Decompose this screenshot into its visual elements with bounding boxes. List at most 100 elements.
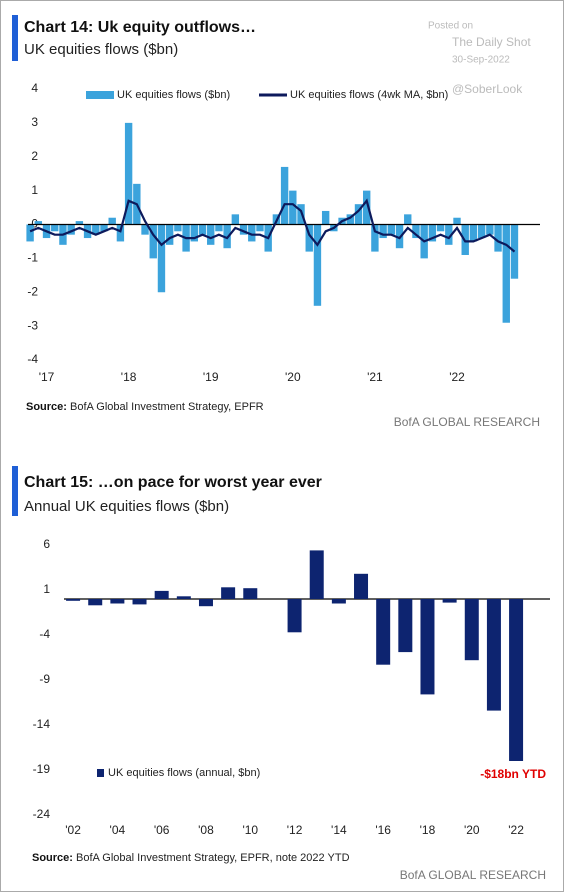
- bar: [248, 224, 256, 242]
- bar: [289, 190, 297, 225]
- bar: [469, 224, 478, 242]
- bar: [100, 224, 108, 232]
- bar: [256, 224, 264, 232]
- y-tick-label: 3: [31, 115, 38, 129]
- bar: [398, 599, 413, 653]
- bar: [26, 224, 34, 242]
- source: BofA Global Investment Strategy, EPFR: [70, 401, 264, 413]
- x-tick-label: '22: [508, 823, 524, 837]
- bar: [280, 166, 289, 225]
- x-tick-label: '17: [39, 370, 55, 384]
- source-label: Source:: [32, 852, 73, 864]
- bar: [464, 599, 479, 661]
- bar: [387, 224, 396, 235]
- x-tick-label: '18: [420, 823, 436, 837]
- chart-subtitle: Annual UK equities flows ($bn): [24, 498, 229, 515]
- chart-title: Chart 14: Uk equity outflows…: [24, 19, 256, 36]
- chart-subtitle: UK equities flows ($bn): [24, 41, 178, 58]
- bar: [502, 224, 510, 323]
- bar: [331, 599, 346, 604]
- bar: [243, 588, 258, 599]
- bar: [124, 122, 133, 225]
- x-tick-label: '10: [242, 823, 258, 837]
- legend-label: UK equities flows (4wk MA, $bn): [290, 89, 448, 101]
- y-tick-label: -9: [39, 672, 50, 686]
- x-tick-label: '20: [285, 370, 301, 384]
- bar: [75, 221, 84, 225]
- bar: [509, 599, 524, 761]
- source-label: Source:: [26, 401, 67, 413]
- bar: [239, 224, 248, 235]
- bar: [442, 599, 457, 603]
- y-tick-label: 2: [31, 149, 38, 163]
- bar: [354, 573, 369, 599]
- ma-line: [29, 198, 516, 253]
- footer: BofA GLOBAL RESEARCH: [394, 415, 540, 429]
- bar: [198, 599, 213, 607]
- x-tick-label: '20: [464, 823, 480, 837]
- bar: [108, 217, 116, 225]
- bar: [51, 224, 59, 232]
- bar: [207, 224, 215, 245]
- x-tick-label: '02: [65, 823, 81, 837]
- legend-label: UK equities flows ($bn): [117, 89, 230, 101]
- legend-swatch: [97, 769, 104, 777]
- watermark: Posted on: [428, 21, 473, 32]
- x-tick-label: '16: [375, 823, 391, 837]
- y-tick-label: -19: [33, 762, 51, 776]
- y-tick-label: 6: [43, 537, 50, 551]
- bar: [371, 224, 379, 252]
- title-accent: [12, 466, 18, 516]
- bar: [420, 599, 435, 695]
- bar: [174, 224, 182, 232]
- bar: [221, 587, 236, 599]
- bar: [141, 224, 149, 235]
- y-tick-label: -2: [27, 284, 38, 298]
- x-tick-label: '21: [367, 370, 383, 384]
- y-tick-label: -14: [33, 717, 51, 731]
- legend-label: UK equities flows (annual, $bn): [108, 767, 260, 779]
- annotation: -$18bn YTD: [480, 767, 546, 781]
- bar: [354, 204, 363, 225]
- bar: [412, 224, 420, 239]
- bar: [215, 224, 223, 232]
- bar: [149, 224, 157, 259]
- bar: [88, 599, 103, 606]
- bar: [176, 596, 191, 599]
- bar: [376, 599, 391, 665]
- bar: [453, 217, 461, 225]
- bar: [494, 224, 502, 252]
- bar: [445, 224, 453, 245]
- bar: [404, 214, 412, 225]
- bar: [92, 224, 100, 235]
- x-tick-label: '04: [110, 823, 126, 837]
- watermark: @SoberLook: [452, 82, 523, 96]
- bar: [287, 599, 302, 633]
- bar: [436, 224, 445, 232]
- y-tick-label: -4: [39, 627, 50, 641]
- x-tick-label: '12: [287, 823, 303, 837]
- bar: [34, 221, 43, 225]
- y-tick-label: -3: [27, 318, 38, 332]
- bar: [486, 224, 494, 235]
- x-tick-label: '22: [449, 370, 465, 384]
- bar: [321, 210, 330, 225]
- y-tick-label: 1: [31, 183, 38, 197]
- bar: [132, 599, 147, 605]
- bar: [477, 224, 486, 239]
- bar: [313, 224, 322, 306]
- y-tick-label: -1: [27, 251, 38, 265]
- bar: [346, 214, 354, 225]
- watermark: The Daily Shot: [452, 35, 531, 49]
- y-tick-label: -24: [33, 807, 51, 821]
- y-tick-label: -4: [27, 352, 38, 366]
- bar: [154, 590, 169, 599]
- bar: [379, 224, 387, 239]
- bar: [198, 224, 207, 235]
- bar: [309, 550, 324, 599]
- bar: [110, 599, 125, 604]
- x-tick-label: '18: [121, 370, 137, 384]
